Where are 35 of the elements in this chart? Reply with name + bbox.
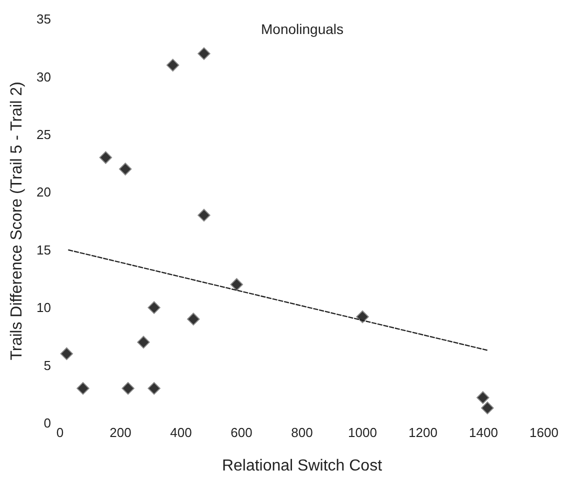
x-tick-label: 1000	[348, 425, 377, 440]
point	[166, 58, 180, 72]
x-tick-label: 1600	[530, 425, 558, 440]
x-axis-title: Relational Switch Cost	[222, 458, 383, 475]
y-tick-label: 30	[36, 69, 51, 84]
point	[99, 151, 112, 164]
point	[187, 312, 200, 326]
x-tick-label: 400	[170, 425, 192, 440]
point	[137, 336, 150, 349]
point	[148, 382, 160, 395]
point	[198, 208, 210, 222]
point	[122, 382, 134, 395]
y-tick-label: 15	[36, 242, 51, 258]
point	[76, 382, 90, 395]
y-axis-title: Trails Difference Score (Trail 5 - Trail 2)	[8, 82, 26, 360]
point	[60, 347, 73, 360]
point	[198, 47, 210, 60]
y-tick-label: 35	[36, 12, 51, 27]
x-tick-label: 800	[291, 425, 313, 440]
point	[476, 391, 490, 404]
point	[481, 402, 494, 414]
x-tick-label: 1400	[469, 425, 498, 440]
chart-title: Monolinguals	[261, 21, 344, 37]
point	[230, 278, 244, 291]
x-tick-label: 200	[110, 425, 132, 440]
x-tick-label: 0	[56, 425, 64, 440]
point	[148, 301, 160, 314]
x-tick-label: 600	[230, 425, 252, 440]
point	[356, 310, 369, 324]
y-tick-label: 25	[36, 126, 51, 142]
y-tick-label: 20	[36, 184, 51, 200]
point	[118, 162, 132, 176]
y-tick-label: 5	[44, 358, 51, 373]
x-tick-label: 1200	[408, 425, 438, 440]
y-tick-label: 10	[36, 300, 51, 316]
